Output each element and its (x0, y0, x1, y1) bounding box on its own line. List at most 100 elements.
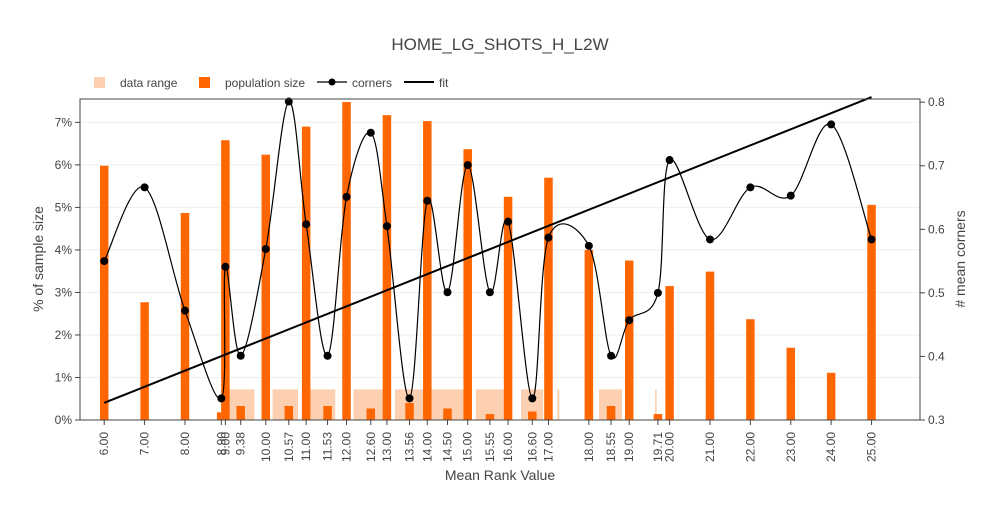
corners-point (485, 288, 494, 297)
population-bar (705, 271, 715, 420)
data-range-rect (557, 389, 560, 420)
x-tick-label: 13.56 (403, 432, 417, 462)
y2-axis-ticks: 0.3 0.4 0.5 0.6 0.7 0.8 (920, 95, 945, 427)
legend-swatch-population-size (199, 77, 210, 88)
population-bar (382, 115, 392, 421)
corners-point (261, 245, 270, 254)
corners-point (302, 220, 311, 229)
y-tick-label: 4% (55, 243, 73, 257)
x-tick-label: 15.00 (461, 432, 475, 462)
data-range-rect (521, 389, 544, 420)
corners-point (342, 192, 351, 201)
y2-tick-label: 0.7 (928, 159, 945, 173)
corners-point (221, 262, 230, 271)
population-bar (342, 101, 351, 420)
x-tick-label: 12.00 (340, 432, 354, 462)
x-tick-label: 14.50 (441, 432, 455, 462)
population-bar (503, 196, 513, 420)
x-tick-label: 23.00 (784, 432, 798, 462)
population-bar (786, 347, 796, 420)
x-tick-label: 9.00 (218, 432, 232, 456)
x-tick-label: 21.00 (703, 432, 717, 462)
corners-point (544, 233, 553, 242)
legend: data range population size corners fit (94, 76, 449, 90)
corners-point (217, 394, 226, 403)
y2-tick-label: 0.4 (928, 349, 945, 363)
y-tick-label: 1% (55, 370, 73, 384)
x-tick-label: 24.00 (824, 432, 838, 462)
population-bar (423, 121, 432, 420)
population-bar (528, 411, 537, 420)
corners-point (236, 351, 245, 360)
y-tick-label: 6% (55, 158, 73, 172)
y2-tick-label: 0.8 (928, 95, 945, 109)
x-tick-label: 18.55 (604, 432, 618, 462)
corners-point (284, 97, 293, 106)
x-tick-label: 7.00 (138, 432, 152, 456)
x-tick-label: 18.00 (582, 432, 596, 462)
x-tick-label: 12.60 (364, 432, 378, 462)
population-bar (746, 319, 755, 420)
x-tick-label: 15.55 (483, 432, 497, 462)
population-bar (284, 405, 294, 420)
x-tick-label: 10.57 (282, 432, 296, 462)
y-tick-label: 7% (55, 115, 73, 129)
x-tick-label: 9.38 (234, 432, 248, 456)
corners-point (653, 288, 662, 297)
legend-label-corners: corners (352, 76, 392, 90)
x-tick-label: 25.00 (865, 432, 879, 462)
population-bar (485, 414, 495, 420)
corners-point (140, 183, 149, 192)
corners-point (827, 120, 836, 129)
corners-point (181, 306, 189, 315)
x-tick-label: 10.00 (259, 432, 273, 462)
population-bar (606, 405, 616, 420)
population-bar (261, 154, 271, 420)
legend-swatch-data-range (94, 77, 105, 88)
x-tick-label: 11.00 (299, 432, 313, 461)
y2-tick-label: 0.6 (928, 222, 945, 236)
y2-axis-title: # mean corners (952, 210, 968, 307)
corners-point (504, 217, 513, 226)
legend-label-population-size: population size (225, 76, 305, 90)
plot-frame (79, 98, 921, 421)
markers-layer (100, 97, 876, 403)
population-bar (140, 302, 149, 420)
y-axis-title: % of sample size (30, 206, 46, 312)
population-bar (867, 204, 876, 420)
population-bar (544, 177, 553, 420)
x-tick-label: 17.00 (541, 432, 555, 462)
x-tick-label: 16.60 (525, 432, 539, 462)
x-tick-label: 14.00 (420, 432, 434, 462)
population-bar (405, 402, 414, 420)
corners-point (100, 257, 109, 266)
chart-title: HOME_LG_SHOTS_H_L2W (391, 35, 608, 54)
y-tick-label: 2% (55, 328, 73, 342)
x-tick-label: 8.90 (214, 432, 228, 456)
x-tick-label: 13.00 (380, 432, 394, 462)
legend-label-data-range: data range (120, 76, 178, 90)
population-bar (653, 414, 663, 420)
corners-point (625, 316, 634, 325)
x-tick-label: 16.00 (501, 432, 515, 462)
corners-point (366, 128, 375, 137)
x-tick-label: 8.00 (178, 432, 192, 456)
population-bar (463, 149, 472, 420)
population-bar (99, 165, 109, 420)
x-tick-label: 6.00 (97, 432, 111, 456)
x-tick-label: 22.00 (743, 432, 757, 462)
population-bar (443, 408, 452, 420)
corners-point (706, 235, 714, 244)
population-bar (584, 249, 594, 420)
fit-line (103, 96, 872, 404)
y-tick-label: 5% (55, 200, 73, 214)
corners-point (423, 196, 432, 205)
corners-point (746, 183, 755, 192)
population-bar (826, 372, 836, 420)
corners-point (867, 235, 876, 244)
bars-layer (99, 101, 876, 421)
y-tick-label: 0% (55, 413, 73, 427)
corners-point (665, 156, 674, 165)
